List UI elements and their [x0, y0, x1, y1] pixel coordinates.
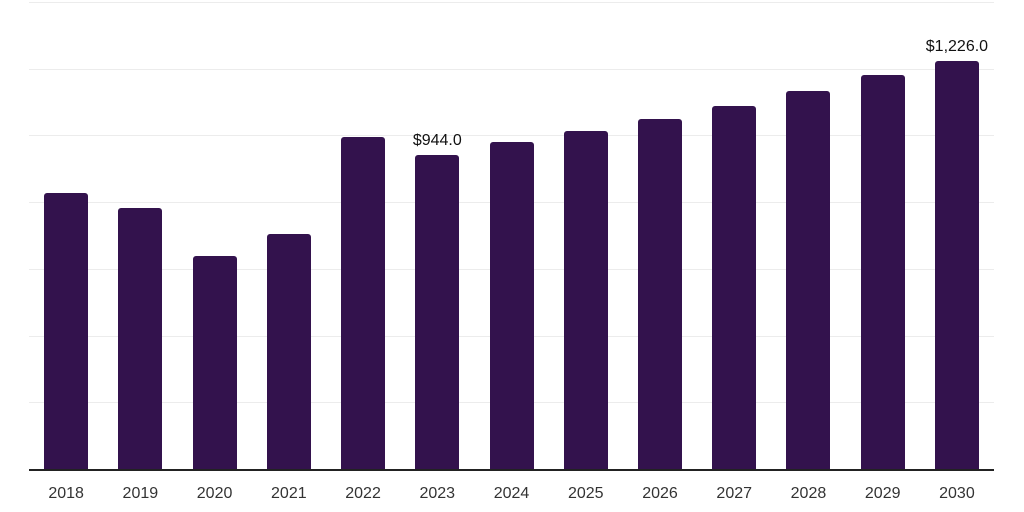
bar-slot-2028 — [771, 3, 845, 470]
x-tick-label-2028: 2028 — [790, 485, 827, 502]
gridline-1200 — [29, 68, 994, 70]
x-tick-label-2027: 2027 — [716, 485, 753, 502]
bar-2026[interactable] — [637, 119, 682, 470]
bar-2021[interactable] — [266, 233, 311, 470]
bars-container: $944.0 $1,226.0 — [29, 3, 994, 470]
bar-slot-2030: $1,226.0 — [920, 3, 994, 470]
x-tick-label-2030: 2030 — [939, 485, 975, 502]
bar-slot-2027 — [697, 3, 771, 470]
bar-2023[interactable] — [415, 155, 460, 470]
bar-slot-2024 — [474, 3, 548, 470]
gridline-1400 — [29, 2, 994, 3]
bar-slot-2019 — [103, 3, 177, 470]
x-tick-label-2029: 2029 — [864, 485, 901, 502]
x-tick-label-2018: 2018 — [48, 485, 84, 502]
bar-2018[interactable] — [44, 193, 89, 470]
x-tick-label-2023: 2023 — [419, 485, 456, 502]
bar-2025[interactable] — [563, 131, 608, 470]
bar-2020[interactable] — [192, 256, 237, 470]
bar-slot-2018 — [29, 3, 103, 470]
bar-2024[interactable] — [489, 142, 534, 470]
bar-2030[interactable] — [934, 61, 979, 470]
x-tick-label-2021: 2021 — [271, 485, 307, 502]
x-tick-label-2020: 2020 — [196, 485, 233, 502]
bar-2028[interactable] — [786, 91, 831, 470]
value-label-2030: $1,226.0 — [925, 38, 989, 56]
bar-2027[interactable] — [712, 106, 757, 470]
x-tick-label-2024: 2024 — [493, 485, 530, 502]
bar-2029[interactable] — [860, 75, 905, 470]
x-axis-line — [29, 469, 994, 471]
x-tick-label-2025: 2025 — [567, 485, 604, 502]
bar-slot-2029 — [846, 3, 920, 470]
plot-area: $944.0 $1,226.0 — [29, 2, 994, 470]
bar-slot-2022 — [326, 3, 400, 470]
bar-slot-2025 — [549, 3, 623, 470]
x-tick-label-2019: 2019 — [122, 485, 159, 502]
bar-slot-2020 — [177, 3, 251, 470]
x-tick-label-2022: 2022 — [345, 485, 381, 502]
gridline-1000 — [29, 135, 994, 137]
bar-2022[interactable] — [341, 137, 386, 470]
bar-slot-2021 — [252, 3, 326, 470]
bar-slot-2023: $944.0 — [400, 3, 474, 470]
value-label-2023: $944.0 — [412, 132, 462, 150]
bar-slot-2026 — [623, 3, 697, 470]
bar-2019[interactable] — [118, 208, 163, 470]
x-tick-label-2026: 2026 — [642, 485, 678, 502]
x-axis-tick-labels: 2018 2019 2020 2021 2022 2023 2024 2025 2026 2027… — [29, 484, 994, 503]
